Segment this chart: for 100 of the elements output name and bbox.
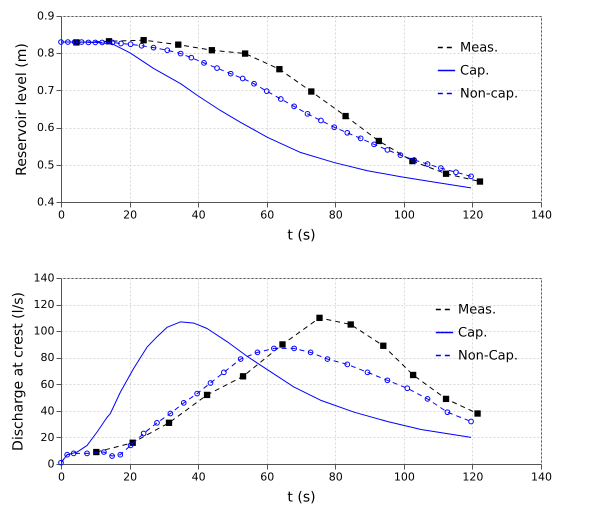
legend-label: Meas.	[460, 40, 498, 56]
point	[474, 410, 481, 417]
legend-label: Meas.	[458, 302, 496, 318]
point	[264, 88, 270, 94]
x-tick-label: 140	[531, 470, 552, 484]
legend-label: Cap.	[460, 64, 490, 78]
x-tick-label: 140	[531, 208, 552, 222]
point	[128, 442, 134, 448]
y-tick-label: 100	[34, 324, 54, 338]
y-axis-title: Reservoir level (m)	[14, 43, 30, 176]
point	[65, 39, 71, 45]
y-tick-label: 0.5	[37, 158, 54, 172]
y-tick-label: 0.6	[37, 121, 54, 134]
point	[442, 170, 450, 177]
legend-label: Cap.	[458, 326, 488, 340]
point	[194, 390, 200, 396]
point	[278, 96, 284, 102]
point	[476, 178, 484, 185]
point	[204, 392, 210, 398]
x-tick-label: 80	[328, 470, 343, 484]
x-tick-label: 60	[260, 208, 274, 222]
x-tick-label: 40	[192, 208, 206, 222]
y-tick-label: 20	[40, 430, 54, 444]
point	[331, 124, 338, 130]
point	[101, 449, 107, 455]
point	[78, 39, 84, 45]
x-axis-title: t (s)	[287, 490, 316, 506]
point	[64, 452, 70, 458]
point	[168, 410, 174, 416]
point	[242, 50, 248, 57]
point	[175, 41, 182, 48]
point	[201, 60, 207, 66]
point	[140, 37, 147, 44]
x-tick-label: 60	[260, 470, 274, 484]
point	[109, 453, 115, 459]
point	[308, 88, 314, 95]
x-tick-label: 40	[192, 470, 206, 484]
point	[442, 396, 450, 402]
point	[468, 173, 474, 180]
point	[380, 342, 386, 349]
point	[344, 130, 350, 136]
x-tick-label: 20	[123, 470, 138, 484]
point	[128, 41, 134, 48]
point	[110, 40, 116, 46]
point	[376, 138, 382, 144]
point	[228, 70, 234, 76]
y-tick-label: 0.8	[37, 46, 54, 60]
point	[308, 350, 314, 356]
point	[214, 65, 220, 71]
point	[150, 44, 156, 50]
point	[444, 409, 450, 416]
point	[468, 418, 474, 424]
point	[384, 147, 390, 153]
point	[398, 152, 404, 158]
point	[254, 350, 260, 356]
x-tick-label: 120	[462, 208, 484, 222]
point	[164, 47, 170, 54]
y-tick-label: 40	[40, 404, 54, 418]
point	[208, 380, 214, 386]
point	[304, 110, 310, 117]
point	[348, 321, 354, 328]
point	[453, 169, 459, 176]
x-tick-label: 20	[123, 208, 138, 222]
point	[438, 165, 444, 171]
point	[344, 362, 350, 368]
point	[384, 377, 390, 384]
point	[188, 54, 194, 61]
point	[70, 450, 77, 456]
point	[291, 104, 297, 110]
point	[371, 142, 377, 148]
legend-label: Non-Cap.	[458, 348, 518, 364]
point	[99, 40, 105, 46]
x-tick-label: 120	[462, 470, 484, 484]
y-tick-label: 80	[40, 351, 54, 364]
x-axis-title: t (s)	[287, 228, 316, 244]
point	[92, 40, 98, 46]
y-tick-label: 0.7	[37, 84, 54, 97]
x-tick-label: 100	[394, 470, 415, 484]
point	[138, 42, 144, 49]
point	[291, 346, 297, 352]
y-tick-label: 0.4	[37, 196, 54, 208]
point	[342, 112, 349, 120]
legend-label: Non-cap.	[460, 86, 518, 102]
point	[118, 40, 124, 46]
point	[208, 47, 216, 54]
y-tick-label: 0.9	[37, 10, 54, 22]
x-tick-label: 0	[58, 208, 65, 222]
y-tick-label: 120	[34, 298, 54, 312]
point	[166, 420, 172, 426]
point	[364, 369, 370, 376]
point	[404, 385, 410, 392]
y-tick-label: 140	[34, 272, 54, 284]
point	[240, 373, 246, 380]
point	[424, 161, 430, 167]
point	[154, 420, 160, 426]
point	[86, 40, 92, 46]
y-axis-title: Discharge at crest (l/s)	[10, 292, 27, 451]
point	[178, 50, 184, 56]
x-tick-label: 0	[58, 470, 65, 484]
point	[180, 400, 187, 406]
